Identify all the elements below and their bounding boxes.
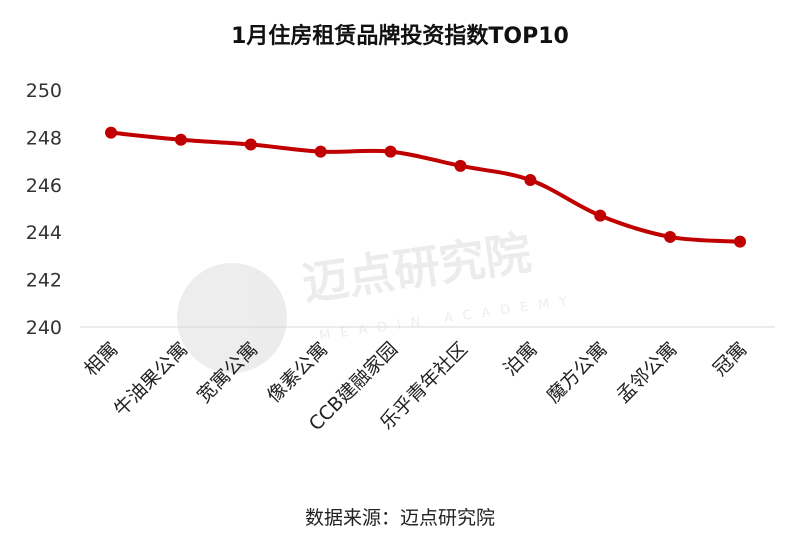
x-tick-label: 冠寓 (709, 338, 751, 380)
chart-title: 1月住房租赁品牌投资指数TOP10 (231, 24, 569, 49)
x-tick-label: 牛油果公寓 (110, 338, 193, 421)
data-point (524, 174, 537, 187)
data-point (174, 133, 187, 146)
data-point (314, 145, 327, 158)
x-tick-label: 泊寓 (499, 338, 541, 380)
x-tick-label: 相寓 (80, 338, 122, 380)
data-point (384, 145, 397, 158)
y-tick-label: 244 (26, 222, 62, 244)
y-tick-label: 250 (26, 80, 62, 102)
data-point (594, 209, 607, 222)
data-point (244, 138, 257, 151)
y-tick-label: 248 (26, 127, 62, 149)
chart-source: 数据来源：迈点研究院 (304, 507, 495, 529)
watermark-name: 迈点研究院 (299, 225, 534, 310)
data-point (734, 235, 746, 248)
x-tick-label: 魔方公寓 (542, 338, 611, 407)
y-tick-label: 240 (26, 317, 62, 339)
data-point (664, 230, 677, 243)
data-point (105, 126, 117, 139)
y-axis: 240 242 244 246 248 250 (26, 80, 62, 339)
series-line (109, 130, 742, 244)
data-points (105, 126, 746, 248)
data-point (454, 159, 467, 172)
y-tick-label: 242 (26, 270, 62, 292)
watermark-logo-icon (177, 263, 287, 373)
x-tick-label: 孟邻公寓 (612, 338, 681, 407)
y-tick-label: 246 (26, 175, 62, 197)
